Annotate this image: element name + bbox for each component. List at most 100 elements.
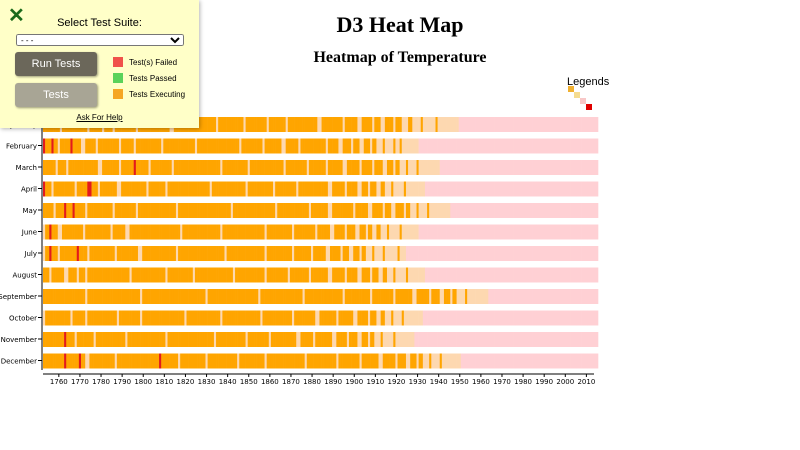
heatmap-cell (213, 289, 217, 304)
heatmap-cell (372, 332, 375, 347)
test-suite-select[interactable]: - - - (16, 34, 184, 46)
heatmap-cell (72, 267, 75, 283)
heatmap-cell (125, 224, 128, 240)
heatmap-cell (43, 310, 46, 326)
heatmap-cell (395, 224, 398, 240)
heatmap-cell (437, 332, 441, 347)
heatmap-cell (340, 138, 343, 154)
heatmap-cell (359, 246, 362, 261)
heatmap-cell (422, 332, 426, 347)
heatmap-cell (167, 289, 170, 304)
heatmap-cell (555, 310, 559, 326)
heatmap-cell (150, 160, 154, 175)
heatmap-cell (171, 353, 175, 369)
heatmap-cell (408, 289, 411, 304)
heatmap-cell (344, 117, 348, 132)
heatmap-cell (418, 310, 422, 326)
ask-for-help-link[interactable]: Ask For Help (76, 113, 123, 122)
heatmap-cell (49, 310, 52, 326)
heatmap-cell (490, 181, 493, 197)
heatmap-cell (184, 203, 187, 218)
heatmap-cell (530, 117, 533, 132)
heatmap-cell (283, 289, 286, 304)
heatmap-cell (557, 138, 561, 154)
heatmap-cell (574, 181, 578, 197)
heatmap-cell (123, 224, 126, 240)
heatmap-cell (365, 203, 369, 218)
heatmap-cell (393, 117, 396, 132)
close-icon[interactable]: ✕ (8, 5, 25, 27)
heatmap-cell (277, 289, 280, 304)
heatmap-cell (140, 289, 143, 304)
heatmap-cell (342, 310, 346, 326)
heatmap-cell (216, 160, 219, 175)
heatmap-cell (557, 203, 561, 218)
heatmap-cell (220, 289, 223, 304)
heatmap-cell (595, 138, 599, 154)
heatmap-cell (524, 246, 527, 261)
x-tick-label: 1890 (324, 378, 342, 386)
heatmap-cell (273, 203, 276, 218)
heatmap-cell (279, 203, 282, 218)
heatmap-cell (329, 203, 333, 218)
heatmap-cell (570, 310, 573, 326)
heatmap-cell (53, 181, 56, 197)
heatmap-cell (249, 332, 253, 347)
heatmap-cell (116, 267, 120, 283)
heatmap-cell (361, 353, 365, 369)
heatmap-cell (192, 138, 196, 154)
heatmap-cell (190, 181, 194, 197)
heatmap-cell (51, 289, 54, 304)
heatmap-cell (235, 117, 238, 132)
heatmap-cell (365, 160, 369, 175)
heatmap-cell (47, 267, 50, 283)
heatmap-cell (439, 310, 443, 326)
heatmap-cell (393, 224, 396, 240)
heatmap-cell (108, 160, 111, 175)
heatmap-cell (131, 246, 135, 261)
heatmap-cell (526, 267, 529, 283)
heatmap-cell (595, 181, 599, 197)
heatmap-cell (397, 181, 400, 197)
heatmap-cell (243, 181, 246, 197)
run-tests-button[interactable]: Run Tests (15, 52, 97, 76)
heatmap-cell (549, 332, 552, 347)
heatmap-cell (199, 181, 202, 197)
heatmap-cell (530, 310, 533, 326)
heatmap-cell (435, 138, 438, 154)
heatmap-cell (574, 332, 578, 347)
heatmap-cell (473, 289, 476, 304)
heatmap-cell (511, 332, 514, 347)
heatmap-cell (581, 246, 584, 261)
heatmap-cell (437, 181, 441, 197)
heatmap-cell (380, 160, 384, 175)
heatmap-cell (114, 310, 118, 326)
heatmap-cell (572, 138, 576, 154)
heatmap-cell (93, 332, 97, 347)
heatmap-cell (283, 181, 286, 197)
heatmap-cell (279, 310, 282, 326)
heatmap-cell (178, 332, 181, 347)
heatmap-cell (289, 224, 293, 240)
heatmap-cell (562, 224, 565, 240)
heatmap-cell (254, 160, 257, 175)
heatmap-cell (273, 246, 276, 261)
heatmap-cell (568, 181, 571, 197)
heatmap-cell (566, 181, 569, 197)
heatmap-cell (281, 138, 284, 154)
heatmap-cell (467, 117, 470, 132)
heatmap-cell (80, 267, 84, 283)
heatmap-cell (93, 160, 97, 175)
heatmap-cell (492, 246, 495, 261)
heatmap-cell (431, 310, 434, 326)
x-tick-label: 1810 (155, 378, 173, 386)
heatmap-cell (332, 267, 335, 283)
heatmap-cell (346, 138, 350, 154)
heatmap-cell (137, 138, 141, 154)
heatmap-cell (357, 224, 360, 240)
heatmap-cell (389, 289, 392, 304)
tests-button[interactable]: Tests (15, 83, 97, 107)
heatmap-cell (249, 246, 253, 261)
heatmap-cell (433, 246, 436, 261)
heatmap-cell (110, 310, 113, 326)
